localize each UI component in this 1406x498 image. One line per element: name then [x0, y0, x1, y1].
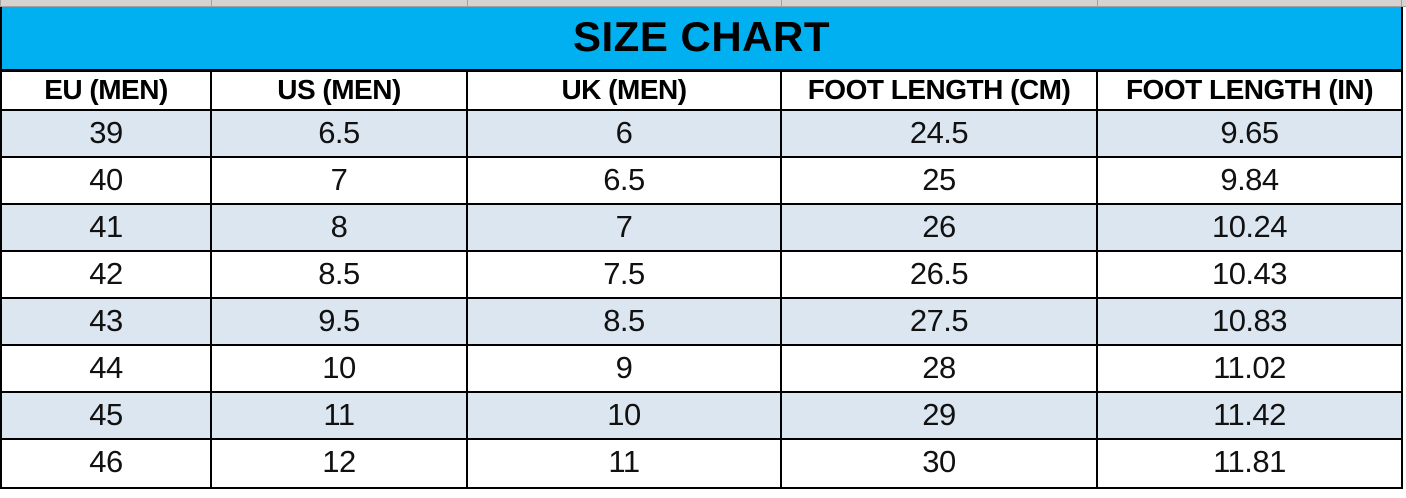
size-chart-table: SIZE CHART EU (MEN) US (MEN) UK (MEN) FO…: [0, 7, 1403, 489]
column-header-eu-men: EU (MEN): [2, 72, 212, 111]
table-cell: 7: [212, 158, 468, 205]
table-cell: 10.83: [1098, 299, 1401, 346]
table-cell: 44: [2, 346, 212, 393]
column-header-foot-length-in: FOOT LENGTH (IN): [1098, 72, 1401, 111]
table-cell: 11: [212, 393, 468, 440]
table-cell: 10: [212, 346, 468, 393]
table-cell: 6.5: [468, 158, 782, 205]
table-cell: 9.84: [1098, 158, 1401, 205]
table-cell: 11.42: [1098, 393, 1401, 440]
table-title-banner: SIZE CHART: [2, 7, 1401, 72]
table-cell: 39: [2, 111, 212, 158]
gridline-tick: [1097, 0, 1098, 7]
table-cell: 26: [782, 205, 1098, 252]
table-cell: 9: [468, 346, 782, 393]
gridline-tick: [781, 0, 782, 7]
table-cell: 9.65: [1098, 111, 1401, 158]
table-cell: 28: [782, 346, 1098, 393]
table-cell: 46: [2, 440, 212, 487]
column-header-uk-men: UK (MEN): [468, 72, 782, 111]
table-cell: 8.5: [468, 299, 782, 346]
table-cell: 43: [2, 299, 212, 346]
table-cell: 27.5: [782, 299, 1098, 346]
table-cell: 25: [782, 158, 1098, 205]
table-cell: 45: [2, 393, 212, 440]
table-cell: 11.81: [1098, 440, 1401, 487]
table-cell: 12: [212, 440, 468, 487]
column-header-foot-length-cm: FOOT LENGTH (CM): [782, 72, 1098, 111]
table-cell: 8.5: [212, 252, 468, 299]
table-cell: 8: [212, 205, 468, 252]
table-cell: 41: [2, 205, 212, 252]
table-cell: 29: [782, 393, 1098, 440]
gridline-tick: [1401, 0, 1402, 7]
table-cell: 30: [782, 440, 1098, 487]
spreadsheet-top-strip: [0, 0, 1406, 7]
table-cell: 24.5: [782, 111, 1098, 158]
table-cell: 10.43: [1098, 252, 1401, 299]
table-cell: 6: [468, 111, 782, 158]
gridline-tick: [211, 0, 212, 7]
table-cell: 9.5: [212, 299, 468, 346]
table-cell: 7: [468, 205, 782, 252]
table-cell: 6.5: [212, 111, 468, 158]
table-title: SIZE CHART: [573, 13, 830, 60]
table-cell: 7.5: [468, 252, 782, 299]
table-cell: 11.02: [1098, 346, 1401, 393]
column-header-us-men: US (MEN): [212, 72, 468, 111]
table-cell: 40: [2, 158, 212, 205]
table-cell: 11: [468, 440, 782, 487]
gridline-tick: [0, 0, 1, 7]
gridline-tick: [467, 0, 468, 7]
table-cell: 10.24: [1098, 205, 1401, 252]
table-cell: 26.5: [782, 252, 1098, 299]
table-cell: 10: [468, 393, 782, 440]
table-cell: 42: [2, 252, 212, 299]
